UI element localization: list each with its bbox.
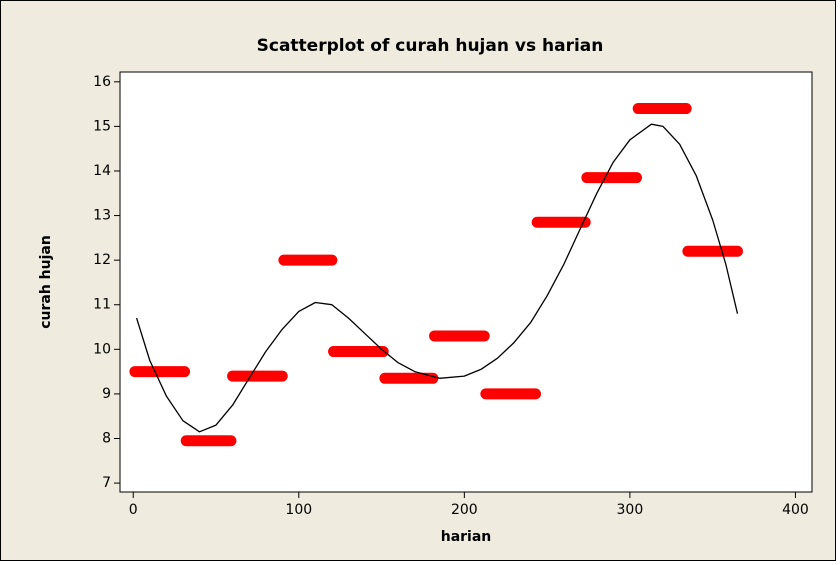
- y-tick-label: 14: [93, 163, 111, 179]
- y-tick-label: 9: [102, 386, 111, 402]
- y-tick-label: 15: [93, 118, 111, 134]
- x-tick-label: 300: [617, 502, 644, 518]
- y-tick-label: 11: [93, 297, 111, 313]
- x-tick-label: 400: [782, 502, 809, 518]
- x-tick-label: 100: [285, 502, 312, 518]
- y-tick-label: 8: [102, 430, 111, 446]
- fit-line: [135, 123, 739, 433]
- plot-area: [119, 71, 813, 493]
- x-axis-label: harian: [441, 529, 492, 545]
- y-tick-label: 7: [102, 475, 111, 491]
- x-tick-label: 200: [451, 502, 478, 518]
- chart-title: Scatterplot of curah hujan vs harian: [257, 36, 604, 56]
- y-tick-label: 16: [93, 74, 111, 90]
- y-tick-label: 13: [93, 208, 111, 224]
- x-tick-label: 0: [129, 502, 138, 518]
- y-tick-label: 12: [93, 252, 111, 268]
- y-tick-label: 10: [93, 341, 111, 357]
- y-axis-label: curah hujan: [38, 235, 54, 329]
